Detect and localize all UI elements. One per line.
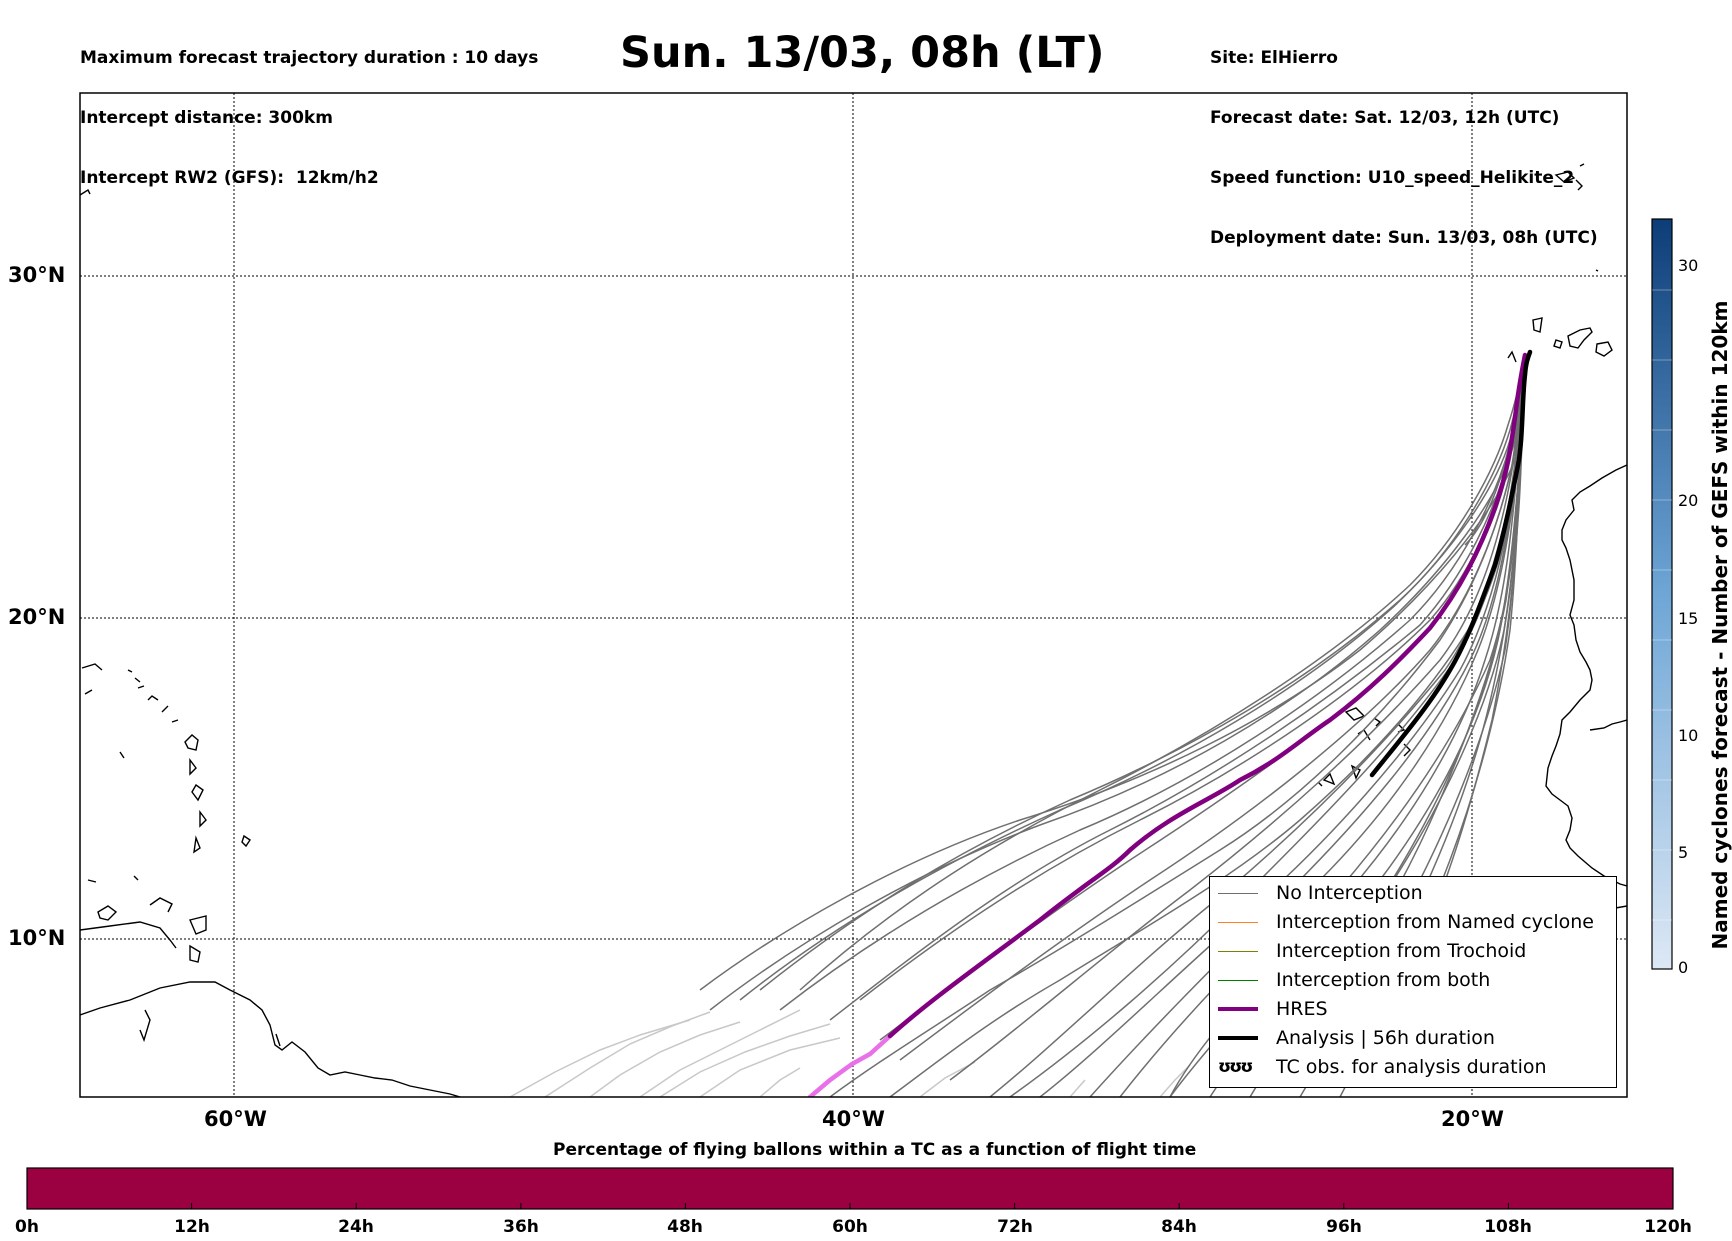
time-tick-60h: 60h (832, 1217, 868, 1237)
time-tick-84h: 84h (1161, 1217, 1197, 1237)
faded-trajectories (509, 1009, 1191, 1097)
time-tick-96h: 96h (1326, 1217, 1362, 1237)
lon-label-40w: 40°W (822, 1107, 885, 1131)
forecast-date-text: Forecast date: Sat. 12/03, 12h (UTC) (1210, 108, 1560, 128)
legend-label: TC obs. for analysis duration (1276, 1056, 1547, 1078)
legend-label: Interception from both (1276, 969, 1491, 991)
colorbar-tick-20: 20 (1678, 491, 1699, 510)
legend-label: Analysis | 56h duration (1276, 1027, 1495, 1049)
legend-item-hres: HRES (1218, 997, 1328, 1021)
time-tick-36h: 36h (503, 1217, 539, 1237)
legend-swatch (1218, 892, 1258, 894)
lat-label-10n: 10°N (8, 926, 66, 950)
time-tick-0h: 0h (15, 1217, 39, 1237)
map-legend: No Interception Interception from Named … (1209, 876, 1617, 1088)
speed-function-text: Speed function: U10_speed_Helikite_2 (1210, 168, 1575, 188)
legend-swatch (1218, 950, 1258, 952)
tc-obs-symbol: ʊʊʊ (1218, 1057, 1253, 1077)
time-bar (26, 1167, 1674, 1210)
page-title: Sun. 13/03, 08h (LT) (620, 28, 1105, 78)
map-frame (79, 92, 1628, 1098)
colorbar-tick-15: 15 (1678, 609, 1699, 628)
time-tick-12h: 12h (174, 1217, 210, 1237)
intercept-distance-text: Intercept distance: 300km (80, 108, 333, 128)
max-duration-text: Maximum forecast trajectory duration : 1… (80, 48, 539, 68)
legend-swatch (1218, 1007, 1258, 1011)
deployment-date-text: Deployment date: Sun. 13/03, 08h (UTC) (1210, 228, 1598, 248)
colorbar-tick-30: 30 (1678, 256, 1699, 275)
legend-item-named-cyclone: Interception from Named cyclone (1218, 910, 1594, 934)
legend-label: No Interception (1276, 882, 1423, 904)
legend-swatch (1218, 979, 1258, 981)
time-tick-72h: 72h (997, 1217, 1033, 1237)
lat-label-30n: 30°N (8, 263, 66, 287)
legend-label: Interception from Trochoid (1276, 940, 1527, 962)
header-left-info: Maximum forecast trajectory duration : 1… (80, 8, 538, 208)
time-tick-24h: 24h (338, 1217, 374, 1237)
time-bar-title: Percentage of flying ballons within a TC… (553, 1140, 1197, 1160)
colorbar (1651, 218, 1673, 970)
hres-trajectory (807, 352, 1528, 1097)
time-tick-120h: 120h (1644, 1217, 1692, 1237)
legend-swatch (1218, 1036, 1258, 1040)
lat-label-20n: 20°N (8, 605, 66, 629)
colorbar-tick-10: 10 (1678, 726, 1699, 745)
legend-item-both: Interception from both (1218, 968, 1490, 992)
legend-item-analysis: Analysis | 56h duration (1218, 1026, 1495, 1050)
time-tick-48h: 48h (667, 1217, 703, 1237)
legend-label: HRES (1276, 998, 1328, 1020)
coastlines (80, 163, 1627, 1097)
lon-label-60w: 60°W (204, 1107, 267, 1131)
time-tick-108h: 108h (1484, 1217, 1532, 1237)
colorbar-tick-5: 5 (1678, 843, 1689, 862)
colorbar-tick-0: 0 (1678, 958, 1689, 977)
legend-swatch (1218, 921, 1258, 923)
lon-label-20w: 20°W (1441, 1107, 1504, 1131)
legend-label: Interception from Named cyclone (1276, 911, 1594, 933)
intercept-rw2-text: Intercept RW2 (GFS): 12km/h2 (80, 168, 379, 188)
legend-item-trochoid: Interception from Trochoid (1218, 939, 1526, 963)
analysis-trajectory (1369, 349, 1533, 778)
site-text: Site: ElHierro (1210, 48, 1338, 68)
colorbar-title: Named cyclones forecast - Number of GEFS… (1708, 300, 1732, 950)
header-right-info: Site: ElHierro Forecast date: Sat. 12/03… (1210, 8, 1598, 268)
legend-item-tc-obs: ʊʊʊ TC obs. for analysis duration (1218, 1055, 1547, 1079)
legend-item-no-interception: No Interception (1218, 881, 1423, 905)
